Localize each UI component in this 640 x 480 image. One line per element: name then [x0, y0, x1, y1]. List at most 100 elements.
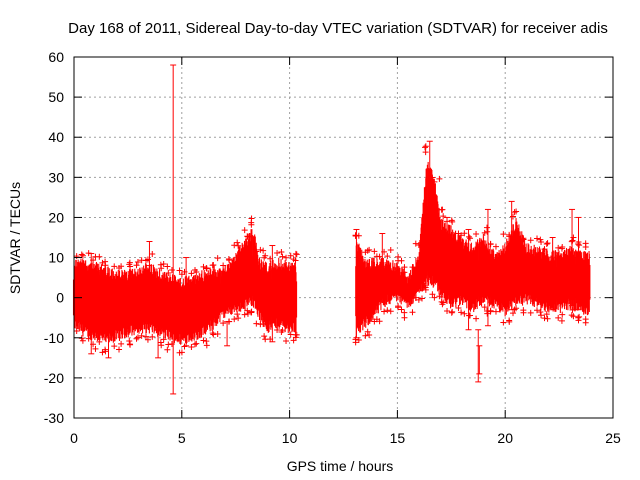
data-point-marker — [487, 308, 494, 315]
data-point-marker — [220, 320, 227, 327]
chart-title: Day 168 of 2011, Sidereal Day-to-day VTE… — [68, 20, 608, 37]
y-tick-label: 0 — [56, 290, 64, 306]
data-point-marker — [200, 263, 207, 270]
data-point-marker — [168, 340, 175, 347]
data-point-marker — [164, 346, 171, 353]
data-point-marker — [544, 315, 551, 322]
data-point-marker — [248, 215, 255, 222]
data-point-marker — [283, 254, 290, 261]
data-point-marker — [133, 335, 140, 342]
data-point-marker — [520, 309, 527, 316]
data-point-marker — [287, 252, 294, 259]
data-point-marker — [102, 262, 109, 269]
data-point-marker — [160, 261, 167, 268]
data-point-marker — [559, 311, 566, 318]
data-point-marker — [436, 293, 443, 300]
y-tick-label: -30 — [44, 410, 64, 426]
data-point-marker — [364, 247, 371, 254]
data-point-marker — [92, 345, 99, 352]
x-tick-label: 15 — [390, 430, 406, 446]
data-point-marker — [412, 240, 419, 247]
data-point-marker — [355, 336, 362, 343]
data-point-marker — [500, 319, 507, 326]
data-point-marker — [409, 264, 416, 271]
data-point-marker — [142, 333, 149, 340]
data-point-marker — [513, 305, 520, 312]
data-point-marker — [422, 149, 429, 156]
data-point-marker — [260, 320, 267, 327]
data-point-marker — [409, 309, 416, 316]
data-point-marker — [401, 314, 408, 321]
y-tick-label: 50 — [48, 89, 64, 105]
data-point-marker — [210, 331, 217, 338]
data-point-marker — [149, 333, 156, 340]
data-point-marker — [429, 291, 436, 298]
data-point-marker — [96, 338, 103, 345]
data-point-marker — [99, 259, 106, 266]
data-point-marker — [231, 316, 238, 323]
data-point-marker — [235, 242, 242, 249]
data-point-marker — [214, 330, 221, 337]
data-point-marker — [210, 262, 217, 269]
data-point-marker — [92, 253, 99, 260]
data-point-marker — [181, 268, 188, 275]
data-point-marker — [487, 241, 494, 248]
data-point-marker — [448, 309, 455, 316]
data-point-marker — [576, 313, 583, 320]
data-point-marker — [401, 269, 408, 276]
data-point-marker — [575, 238, 582, 245]
data-point-marker — [371, 248, 378, 255]
data-point-marker — [214, 255, 221, 262]
data-point-marker — [85, 250, 92, 257]
data-point-marker — [158, 342, 165, 349]
data-point-marker — [102, 348, 109, 355]
data-point-marker — [492, 243, 499, 250]
data-point-marker — [527, 237, 534, 244]
data-point-marker — [401, 309, 408, 316]
data-point-marker — [73, 253, 80, 260]
data-point-marker — [134, 259, 141, 266]
data-point-marker — [209, 330, 216, 337]
data-point-marker — [73, 328, 80, 335]
data-point-marker — [293, 331, 300, 338]
data-point-marker — [267, 336, 274, 343]
data-point-marker — [440, 213, 447, 220]
data-point-marker — [126, 337, 133, 344]
data-point-marker — [188, 270, 195, 277]
data-point-marker — [418, 295, 425, 302]
data-point-marker — [511, 306, 518, 313]
data-point-marker — [292, 257, 299, 264]
data-point-marker — [384, 307, 391, 314]
data-point-marker — [376, 318, 383, 325]
data-point-marker — [458, 309, 465, 316]
data-point-marker — [395, 253, 402, 260]
data-point-marker — [534, 235, 541, 242]
data-point-marker — [387, 308, 394, 315]
data-point-marker — [422, 282, 429, 289]
data-point-marker — [448, 217, 455, 224]
data-point-marker — [429, 174, 436, 181]
data-point-marker — [116, 346, 123, 353]
data-point-marker — [244, 310, 251, 317]
data-point-marker — [90, 341, 97, 348]
data-point-marker — [352, 232, 359, 239]
y-tick-label: 10 — [48, 250, 64, 266]
data-point-marker — [225, 318, 232, 325]
data-point-marker — [111, 263, 118, 270]
data-point-marker — [293, 251, 300, 258]
data-point-marker — [79, 337, 86, 344]
data-point-marker — [418, 242, 425, 249]
data-point-marker — [568, 312, 575, 319]
data-point-marker — [241, 227, 248, 234]
data-point-marker — [398, 306, 405, 313]
data-point-marker — [352, 339, 359, 346]
data-point-marker — [279, 327, 286, 334]
data-series-sdtvar — [72, 64, 591, 395]
data-point-marker — [244, 233, 251, 240]
data-point-marker — [235, 315, 242, 322]
data-point-marker — [234, 239, 241, 246]
data-point-marker — [164, 263, 171, 270]
data-point-marker — [261, 254, 268, 261]
data-point-marker — [473, 231, 480, 238]
